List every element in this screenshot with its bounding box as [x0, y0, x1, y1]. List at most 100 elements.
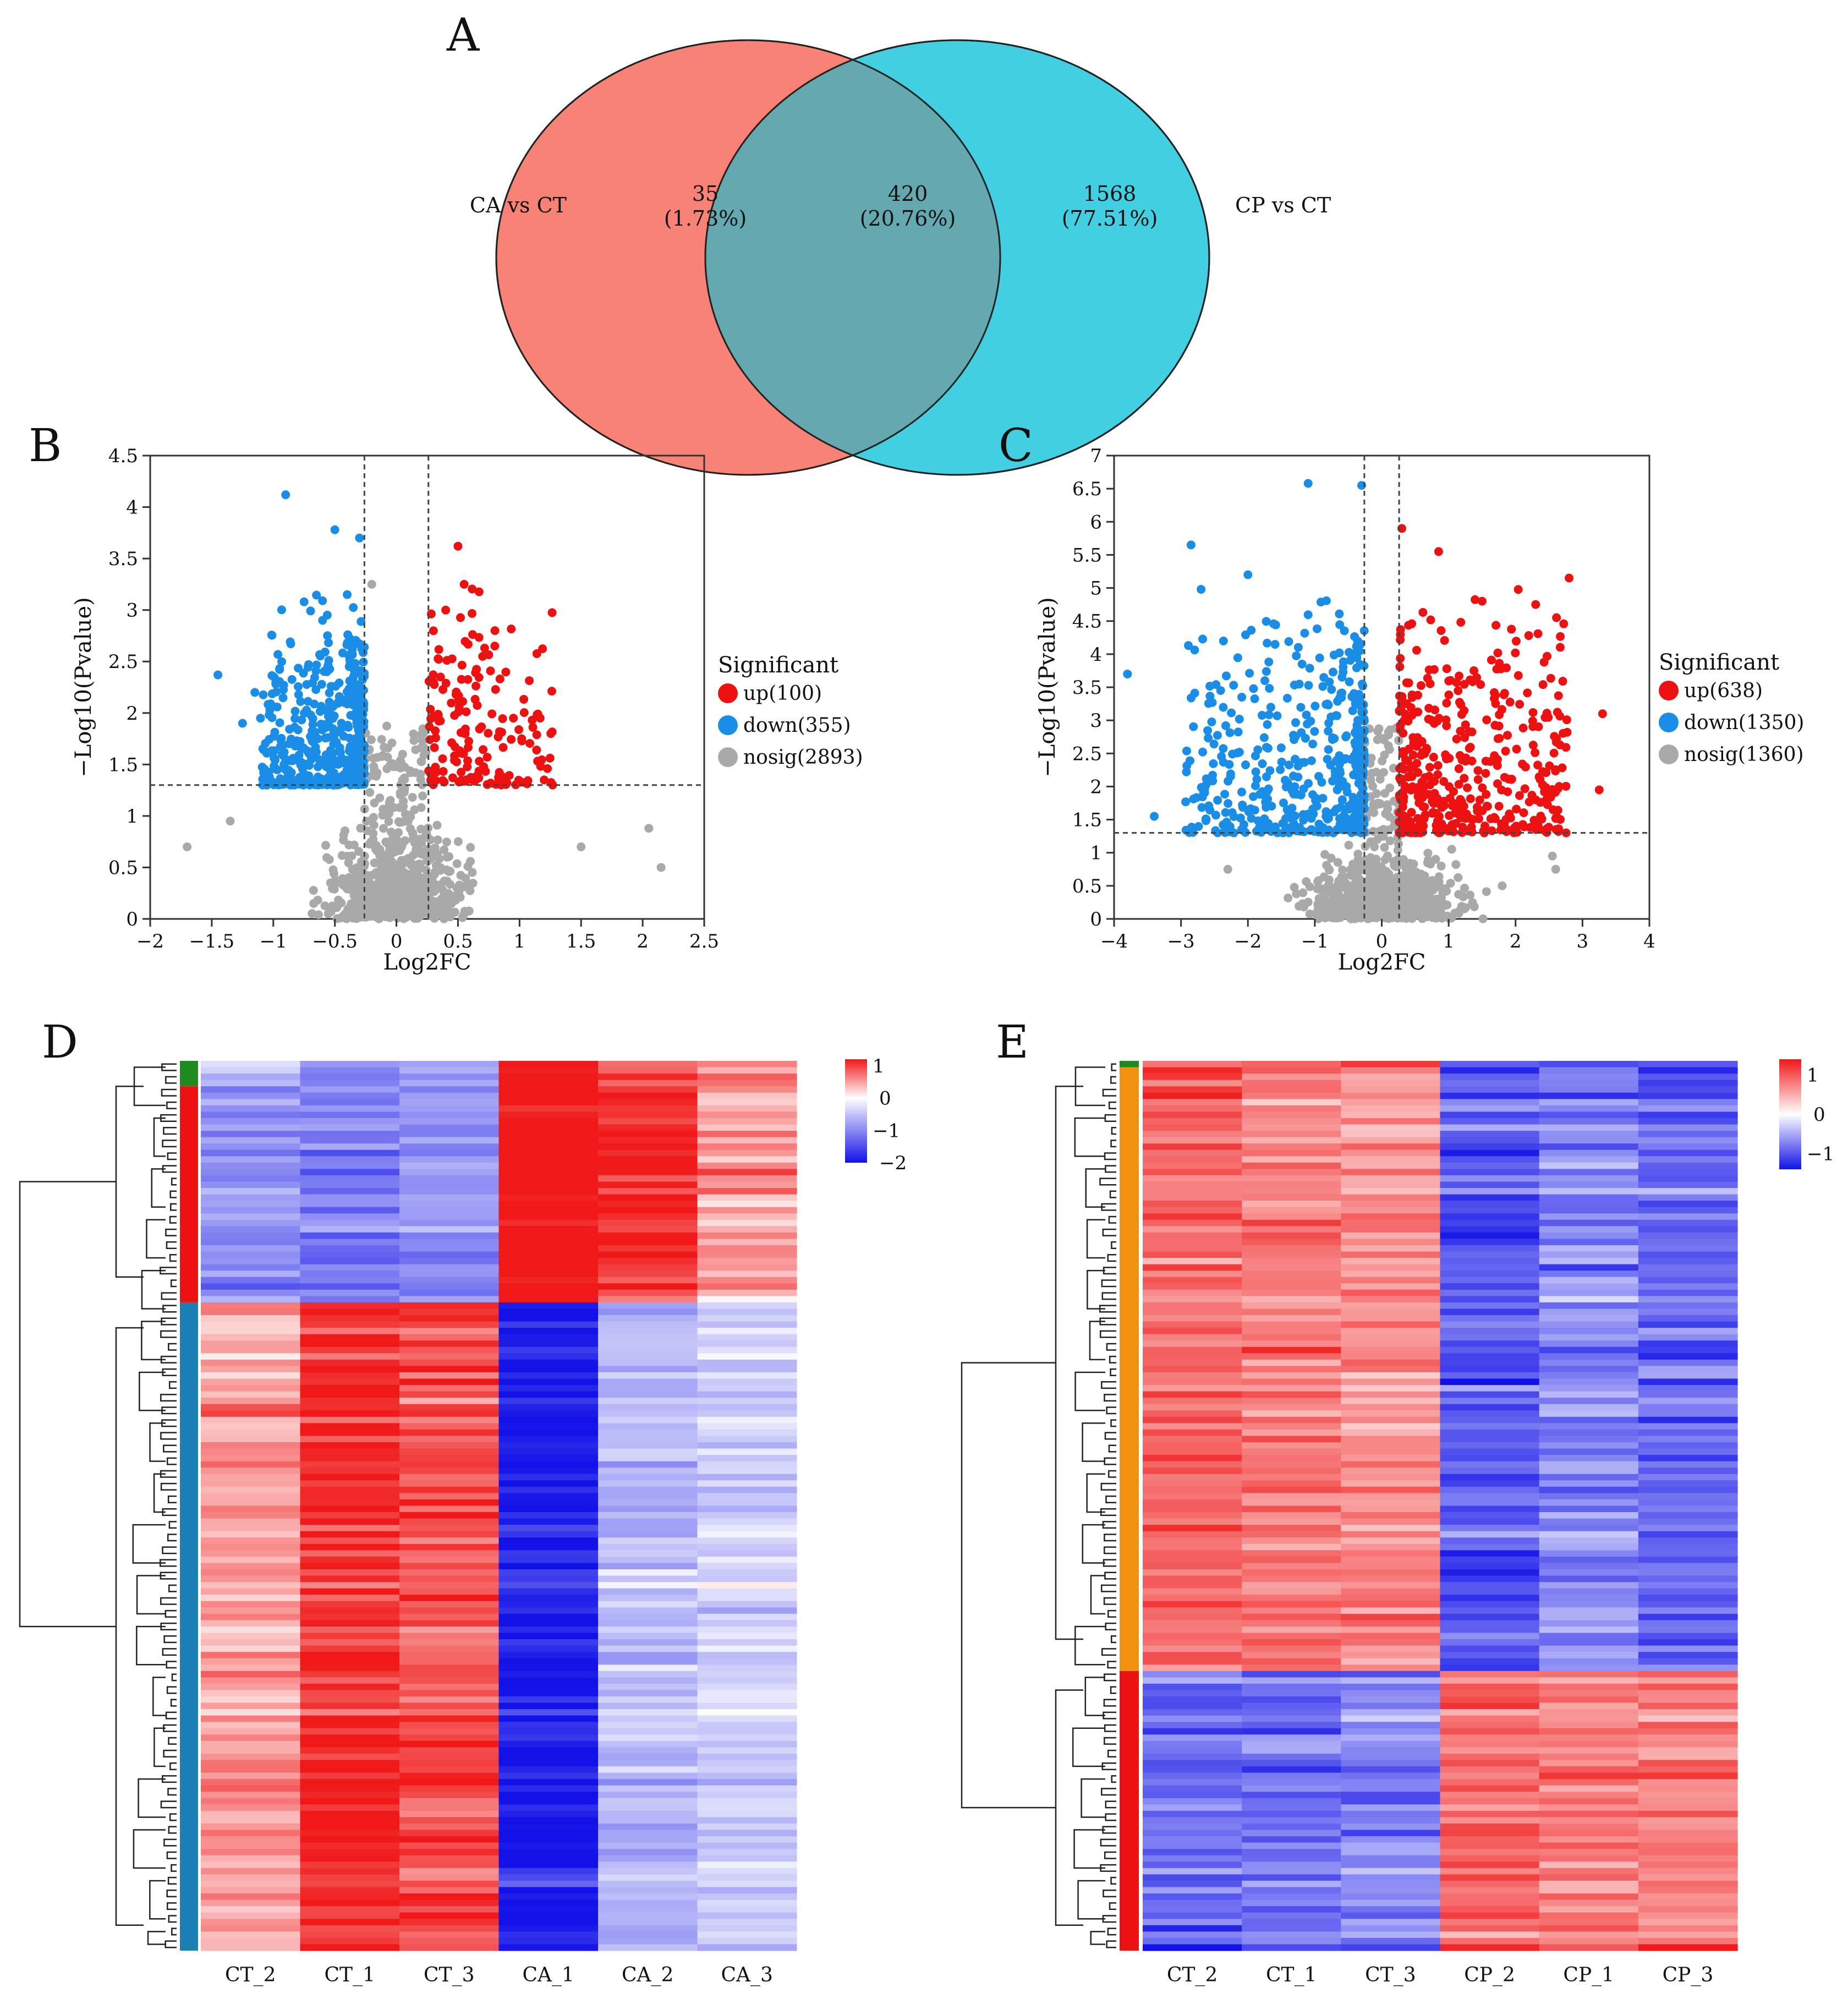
heatmap-cell	[201, 1086, 301, 1093]
heatmap-cell	[697, 1906, 797, 1913]
heatmap-cell	[1341, 1715, 1441, 1722]
heatmap-cell	[201, 1436, 301, 1443]
point-up	[1598, 709, 1607, 719]
heatmap-cell	[1539, 1105, 1639, 1112]
heatmap-cell	[399, 1582, 500, 1589]
heatmap-cell	[1242, 1092, 1341, 1099]
heatmap-cell	[498, 1709, 599, 1716]
point-nosig	[399, 787, 409, 797]
x-tick-label: 4	[1643, 930, 1655, 952]
legend-swatch-nosig	[718, 747, 738, 767]
heatmap-cell	[1638, 1080, 1738, 1087]
heatmap-cell	[201, 1334, 301, 1341]
heatmap-cell	[399, 1328, 500, 1335]
heatmap-cell	[300, 1740, 400, 1748]
heatmap-cell	[1242, 1271, 1341, 1278]
point-nosig	[385, 845, 394, 855]
heatmap-cell	[1341, 1245, 1441, 1252]
point-up	[1527, 791, 1537, 800]
heatmap-cell	[498, 1772, 599, 1779]
heatmap-cell	[1638, 1505, 1738, 1513]
heatmap-cell	[1539, 1283, 1639, 1290]
heatmap-cell	[1440, 1830, 1540, 1837]
heatmap-cell	[399, 1696, 500, 1704]
heatmap-cell	[1638, 1899, 1738, 1907]
heatmap-cell	[1638, 1423, 1738, 1430]
point-up	[457, 660, 467, 670]
point-up	[540, 775, 549, 785]
point-down	[1201, 816, 1210, 825]
venn-overlap	[705, 40, 1000, 475]
heatmap-cell	[201, 1302, 301, 1310]
legend-label-down: down(355)	[743, 714, 851, 737]
heatmap-cell	[201, 1321, 301, 1328]
heatmap-cell	[1242, 1219, 1341, 1227]
heatmap-cell	[1440, 1404, 1540, 1411]
point-down	[1186, 540, 1196, 550]
heatmap-cell	[1143, 1149, 1242, 1157]
point-nosig	[416, 824, 426, 834]
point-down	[1323, 754, 1332, 764]
heatmap-cell	[1143, 1239, 1242, 1246]
heatmap-cell	[697, 1715, 797, 1722]
heatmap-cell	[498, 1486, 599, 1493]
heatmap-cell	[598, 1645, 698, 1652]
point-down	[1189, 722, 1198, 731]
heatmap-cell	[498, 1937, 599, 1945]
heatmap-cell	[1539, 1149, 1639, 1157]
heatmap-cell	[697, 1398, 797, 1405]
heatmap-cell	[1539, 1690, 1639, 1697]
heatmap-cell	[1638, 1842, 1738, 1849]
point-nosig	[1374, 886, 1384, 895]
heatmap-cell	[300, 1861, 400, 1869]
heatmap-cell	[399, 1258, 500, 1265]
point-down	[308, 678, 317, 687]
heatmap-cell	[697, 1353, 797, 1360]
heatmap-cell	[598, 1887, 698, 1894]
heatmap-cell	[498, 1880, 599, 1888]
heatmap-cell	[498, 1149, 599, 1157]
heatmap-cell	[1638, 1912, 1738, 1919]
heatmap-cell	[598, 1785, 698, 1792]
heatmap-cell	[201, 1156, 301, 1163]
heatmap-cell	[498, 1074, 599, 1081]
heatmap-cell	[498, 1207, 599, 1214]
heatmap-cell	[201, 1912, 301, 1919]
point-down	[1305, 664, 1314, 673]
heatmap-cell	[1143, 1499, 1242, 1507]
point-down	[1331, 757, 1341, 766]
heatmap-cell	[598, 1899, 698, 1907]
heatmap-cell	[201, 1671, 301, 1678]
point-down	[310, 699, 319, 709]
heatmap-cell	[697, 1804, 797, 1811]
point-up	[1504, 774, 1514, 784]
heatmap-cell	[399, 1677, 500, 1684]
heatmap-cell	[300, 1683, 400, 1691]
heatmap-cell	[1143, 1671, 1242, 1678]
heatmap-cell	[300, 1423, 400, 1430]
point-up	[1562, 715, 1571, 725]
heatmap-cell	[1341, 1436, 1441, 1443]
point-down	[1221, 671, 1231, 681]
heatmap-cell	[1638, 1785, 1738, 1792]
point-down	[330, 525, 339, 534]
heatmap-cell	[1638, 1906, 1738, 1913]
heatmap-cell	[1638, 1925, 1738, 1932]
point-up	[1559, 729, 1568, 738]
heatmap-cell	[1341, 1874, 1441, 1881]
heatmap-cell	[201, 1595, 301, 1602]
heatmap-cell	[1638, 1271, 1738, 1278]
heatmap-cell	[1143, 1277, 1242, 1284]
heatmap-cell	[1341, 1391, 1441, 1398]
heatmap-cell	[1242, 1264, 1341, 1271]
point-down	[1344, 801, 1353, 811]
y-axis-title: −Log10(Pvalue)	[71, 597, 96, 777]
point-nosig	[403, 817, 413, 826]
heatmap-cell	[598, 1505, 698, 1513]
point-down	[1337, 688, 1347, 698]
heatmap-cell	[201, 1734, 301, 1742]
heatmap-cell	[498, 1664, 599, 1672]
point-nosig	[366, 837, 376, 847]
heatmap-cell	[1440, 1124, 1540, 1131]
heatmap-cell	[300, 1696, 400, 1704]
